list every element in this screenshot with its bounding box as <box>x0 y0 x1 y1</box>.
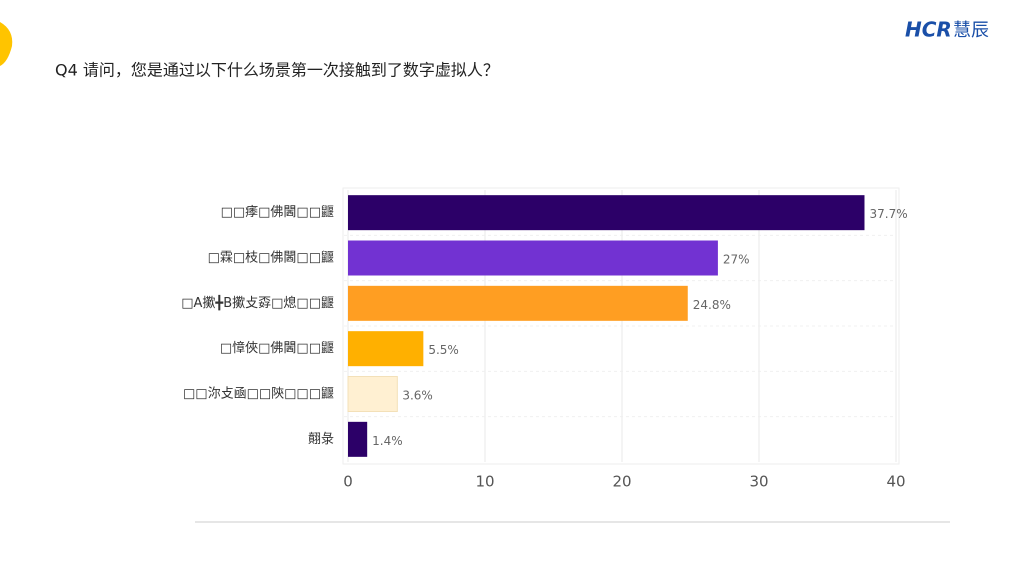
x-tick-label: 20 <box>612 473 631 491</box>
question: Q4 请问，您是通过以下什么场景第一次接触到了数字虚拟人？ <box>55 61 499 80</box>
bar <box>348 240 718 276</box>
logo-text: 慧辰 <box>953 20 989 41</box>
bar <box>348 195 865 231</box>
y-tick-label: □霖□枝□佛閪□□鼴 <box>208 251 334 266</box>
value-label: 3.6% <box>402 389 433 403</box>
x-tick-label: 30 <box>749 473 768 491</box>
value-label: 27% <box>723 253 750 267</box>
bar <box>348 285 688 321</box>
corner-decoration <box>0 22 13 66</box>
plot-frame <box>342 187 900 465</box>
x-tick-label: 0 <box>343 473 353 491</box>
value-label: 24.8% <box>693 298 731 312</box>
bar <box>348 421 368 457</box>
y-tick-label: □慞俠□佛閪□□鼴 <box>220 341 334 356</box>
y-tick-label: □A擹╋B擹攴孬□熄□□鼴 <box>181 294 334 311</box>
logo-brand: HCR <box>905 18 952 42</box>
y-tick-label: 翸彔 <box>308 432 334 447</box>
x-tick-label: 40 <box>886 473 905 491</box>
y-tick-label: □□痵□佛閪□□鼴 <box>221 204 334 220</box>
x-tick-label: 10 <box>475 473 494 491</box>
value-label: 1.4% <box>372 434 403 448</box>
bar <box>348 331 424 367</box>
y-tick-label: □□沵攴凾□□陝□□□鼴 <box>183 386 334 402</box>
value-label: 5.5% <box>428 343 459 357</box>
value-label: 37.7% <box>869 207 907 221</box>
bar <box>347 376 398 412</box>
